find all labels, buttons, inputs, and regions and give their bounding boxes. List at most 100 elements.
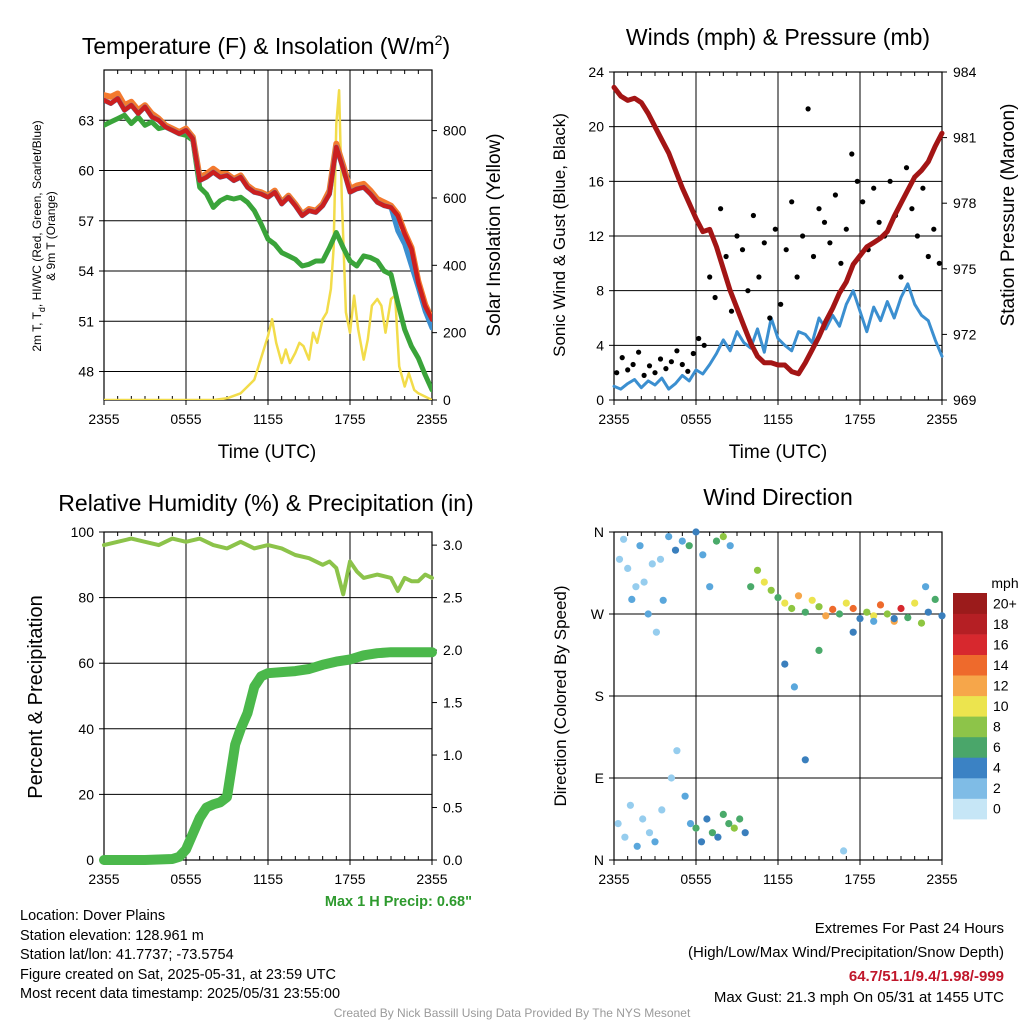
gust-point xyxy=(838,260,844,266)
direction-point xyxy=(648,560,656,568)
y2-tick-label: 600 xyxy=(443,190,467,206)
direction-point xyxy=(640,578,648,586)
gust-point xyxy=(696,335,702,342)
y-tick-label: 60 xyxy=(78,655,94,671)
direction-point xyxy=(849,604,857,613)
y-tick-label: N xyxy=(594,852,604,868)
gust-point xyxy=(619,355,625,361)
y2-tick-label: 1.5 xyxy=(443,695,463,711)
plot-frame xyxy=(613,71,943,401)
direction-point xyxy=(870,612,878,620)
y-tick-label: 57 xyxy=(78,213,94,229)
legend-swatch xyxy=(953,736,987,758)
gust-point xyxy=(794,274,800,280)
latlon-text: Station lat/lon: 41.7737; -73.5754 xyxy=(20,947,234,964)
direction-point xyxy=(801,608,809,616)
legend-swatch xyxy=(953,634,987,655)
x-tick-label: 1155 xyxy=(253,411,283,427)
sonic-wind-line xyxy=(612,282,944,391)
direction-point xyxy=(714,833,722,841)
direction-point xyxy=(645,829,654,837)
gust-point xyxy=(750,212,757,219)
legend-swatch xyxy=(953,613,987,635)
direction-point xyxy=(692,528,700,536)
direction-point xyxy=(781,599,789,607)
direction-point xyxy=(706,583,714,591)
direction-point xyxy=(633,842,641,850)
legend-label: 16 xyxy=(993,636,1009,652)
gust-point xyxy=(756,274,762,280)
x-tick-label: 0555 xyxy=(680,871,711,887)
gust-point xyxy=(936,260,942,266)
x-tick-label: 0555 xyxy=(170,411,201,427)
legend-label: 14 xyxy=(993,657,1009,673)
direction-point xyxy=(767,586,775,594)
gust-point xyxy=(914,233,921,239)
y-tick-label: 63 xyxy=(78,112,94,128)
gust-point xyxy=(630,361,636,368)
legend-swatch xyxy=(953,654,987,676)
direction-point xyxy=(870,617,878,625)
temperature-y-axis-label: 2m T, Td, HI/WC (Red, Green, Scarlet/Blu… xyxy=(30,120,58,351)
direction-point xyxy=(931,595,939,604)
y2-tick-label: 200 xyxy=(443,325,467,341)
direction-point xyxy=(632,583,640,591)
gust-point xyxy=(712,294,718,301)
direction-point xyxy=(840,847,848,855)
humidity-y-axis-label: Percent & Precipitation xyxy=(25,595,47,798)
gust-point xyxy=(925,253,931,260)
direction-point xyxy=(829,605,837,614)
direction-point xyxy=(753,566,762,574)
direction-point xyxy=(614,820,622,828)
legend-label: 8 xyxy=(993,719,1001,735)
y2-tick-label: 969 xyxy=(953,392,977,408)
gust-point xyxy=(625,367,631,373)
direction-point xyxy=(801,756,809,764)
gust-point xyxy=(723,253,729,260)
direction-point xyxy=(876,601,885,609)
direction-point xyxy=(842,599,850,607)
direction-point xyxy=(719,533,727,541)
x-tick-label: 0555 xyxy=(680,411,711,427)
extremes-title: Extremes For Past 24 Hours xyxy=(814,920,1004,937)
y2-tick-label: 0.5 xyxy=(443,800,463,816)
gust-point xyxy=(920,185,926,191)
legend-swatch xyxy=(953,757,987,779)
temperature-series xyxy=(104,88,432,400)
direction-point xyxy=(736,815,744,823)
y2-tick-label: 3.0 xyxy=(443,537,463,553)
max-gust-text: Max Gust: 21.3 mph On 05/31 at 1455 UTC xyxy=(713,989,1004,1006)
extremes-info: Extremes For Past 24 Hours (High/Low/Max… xyxy=(688,917,1004,1006)
direction-point xyxy=(685,542,693,550)
gust-point xyxy=(887,178,893,184)
gust-point xyxy=(778,301,784,307)
y2-tick-label: 1.0 xyxy=(443,747,463,763)
gust-point xyxy=(652,370,658,376)
plot-frame xyxy=(103,531,433,861)
y2-tick-label: 972 xyxy=(953,326,977,342)
x-tick-label: 2355 xyxy=(416,411,447,427)
gust-point xyxy=(679,361,685,368)
gust-point xyxy=(641,372,647,378)
x-tick-label: 1755 xyxy=(844,871,875,887)
gust-point xyxy=(646,363,653,369)
legend-label: 18 xyxy=(993,616,1009,632)
direction-point xyxy=(651,838,659,846)
legend-swatch xyxy=(953,593,987,614)
precipitation-line xyxy=(99,647,437,865)
x-tick-label: 1755 xyxy=(334,411,365,427)
gust-point xyxy=(663,366,669,372)
temperature-insolation-panel: Temperature (F) & Insolation (W/m2) 2m T… xyxy=(30,32,505,463)
legend-swatch xyxy=(953,716,987,738)
humidity-chart-title: Relative Humidity (%) & Precipitation (i… xyxy=(58,490,473,516)
direction-point xyxy=(628,595,636,604)
y-tick-label: 54 xyxy=(78,263,94,279)
y2-tick-label: 0 xyxy=(443,392,451,408)
y2-tick-label: 0.0 xyxy=(443,852,463,868)
direction-point xyxy=(671,546,680,554)
y2-tick-label: 975 xyxy=(953,261,977,277)
temperature-x-axis-label: Time (UTC) xyxy=(218,442,317,463)
gust-point xyxy=(832,192,839,198)
direction-point xyxy=(658,806,666,814)
y-tick-label: 80 xyxy=(78,590,94,606)
